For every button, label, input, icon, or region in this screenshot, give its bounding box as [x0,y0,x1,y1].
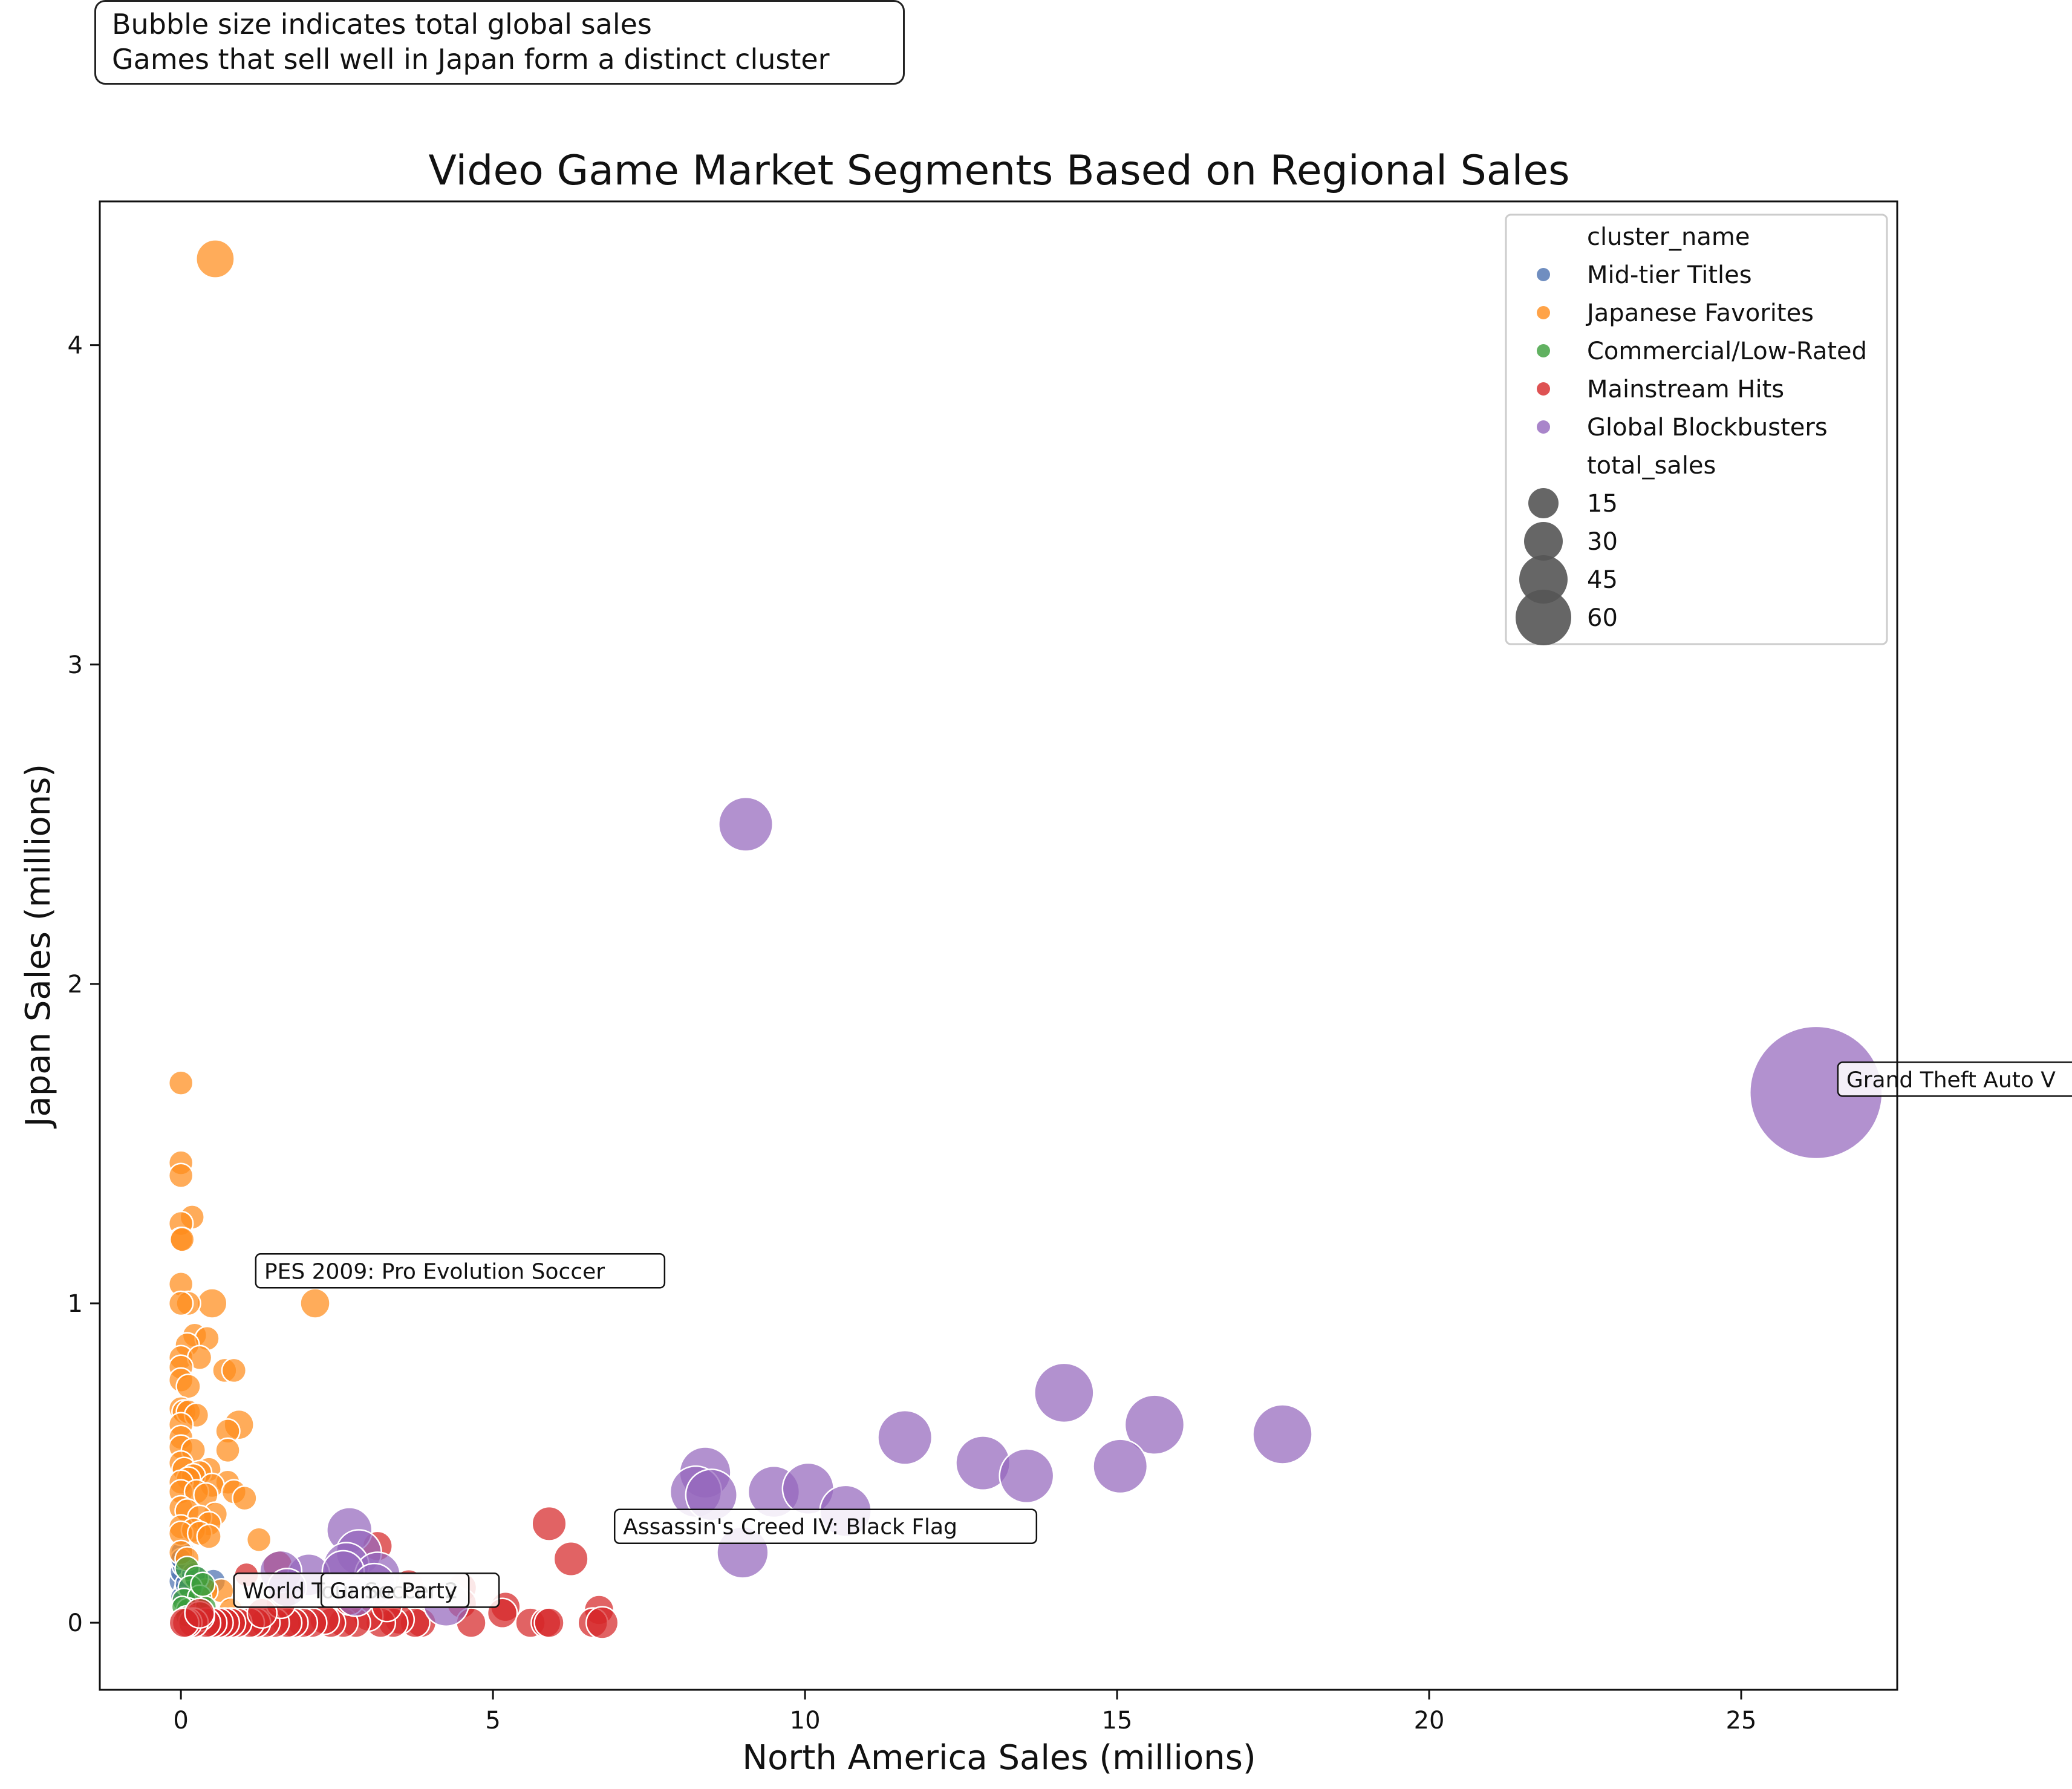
annotation-note-box: Bubble size indicates total global sales… [94,0,905,85]
data-point-mainstream-hits [553,1540,589,1577]
data-point-global-blockbusters [1092,1438,1148,1494]
legend-color-marker [1537,268,1550,281]
x-tick-label: 20 [1414,1707,1445,1735]
annotation-text: Grand Theft Auto V [1846,1067,2056,1092]
legend-size-marker [1524,522,1563,561]
x-tick-label: 0 [173,1707,188,1735]
legend-size-title: total_sales [1587,452,1716,480]
data-point-mainstream-hits [531,1505,567,1542]
legend-color-marker [1537,382,1550,396]
annotation-box [320,1572,470,1608]
data-point-mainstream-hits [585,1606,619,1640]
legend-box [1505,213,1888,645]
legend-hue-title: cluster_name [1587,223,1750,251]
legend-size-label: 45 [1587,566,1618,594]
legend: cluster_name Mid-tier Titles Japanese Favo… [1505,213,1888,645]
legend-entry-label: Mainstream Hits [1587,376,1784,403]
data-point-japanese-favorites [169,1227,195,1253]
y-axis-label: Japan Sales (millions) [19,764,58,1129]
annotation-text: PES 2009: Pro Evolution Soccer [264,1259,605,1284]
data-point-japanese-favorites [168,1162,194,1188]
data-point-japanese-favorites [197,1288,228,1319]
legend-size-marker [1516,590,1571,645]
data-point-global-blockbusters [877,1409,933,1465]
data-point-global-blockbusters [1252,1404,1313,1465]
y-tick-label: 2 [68,971,83,999]
legend-entry-label: Japanese Favorites [1585,299,1814,327]
y-tick-label: 1 [68,1290,83,1318]
legend-size-marker [1528,488,1559,518]
data-point-japanese-favorites [232,1485,258,1511]
data-point-japanese-favorites [221,1357,247,1384]
data-point-global-blockbusters [718,796,774,852]
y-tick-label: 4 [68,332,83,360]
plot-frame [99,200,1898,1691]
data-point-japanese-favorites [299,1288,331,1319]
annotation-label: Grand Theft Auto V [1837,1061,2072,1097]
legend-entry-label: Global Blockbusters [1587,414,1828,442]
legend-color-marker [1537,420,1550,434]
legend-color-marker [1537,344,1550,357]
annotation-label: PES 2009: Pro Evolution Soccer [255,1253,666,1289]
annotation-label: Game Party [320,1572,470,1608]
annotation-label: Assassin's Creed IV: Black Flag [613,1508,1038,1545]
annotation-text: Assassin's Creed IV: Black Flag [623,1515,957,1540]
data-point-global-blockbusters [999,1448,1055,1504]
data-point-japanese-favorites [196,1523,222,1549]
data-point-mainstream-hits [184,1597,215,1629]
annotations-layer: Grand Theft Auto V PES 2009: Pro Evolutio… [233,1061,2072,1608]
annotation-box [255,1253,666,1289]
annotation-text: Game Party [330,1579,457,1603]
x-axis-label: North America Sales (millions) [742,1738,1256,1778]
data-point-japanese-favorites [168,1070,194,1096]
y-tick-label: 0 [68,1609,83,1637]
chart-title: Video Game Market Segments Based on Regi… [428,147,1569,195]
legend-size-label: 30 [1587,528,1618,556]
data-point-japanese-favorites [195,239,235,279]
data-point-japanese-favorites [215,1437,241,1464]
legend-entry-label: Commercial/Low-Rated [1587,337,1867,365]
legend-color-marker [1537,306,1550,319]
data-point-japanese-favorites [175,1374,201,1400]
x-tick-label: 10 [790,1707,821,1735]
legend-size-marker [1519,555,1568,604]
note-line-2: Games that sell well in Japan form a dis… [112,43,830,76]
data-point-global-blockbusters [1034,1362,1095,1424]
x-tick-label: 25 [1726,1707,1757,1735]
annotation-box [613,1508,1038,1545]
x-tick-label: 5 [485,1707,500,1735]
data-point-commercial-low-rated [190,1571,216,1597]
data-point-global-blockbusters [1124,1394,1185,1455]
legend-size-label: 60 [1587,604,1618,632]
data-point-japanese-favorites [168,1290,194,1317]
note-line-1: Bubble size indicates total global sales [112,8,652,41]
legend-size-label: 15 [1587,490,1618,518]
axes-layer: 0 5 10 15 20 25 0 1 2 3 4 [68,332,1757,1735]
data-point-mainstream-hits [533,1607,565,1638]
data-point-japanese-favorites [246,1527,272,1553]
legend-entry-label: Mid-tier Titles [1587,261,1752,289]
y-tick-label: 3 [68,651,83,679]
x-tick-label: 15 [1102,1707,1133,1735]
